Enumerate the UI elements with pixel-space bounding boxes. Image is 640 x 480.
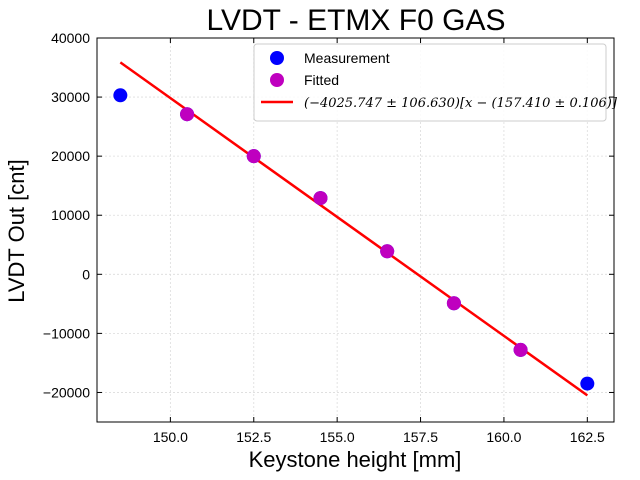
axis-ticks: 150.0 152.5 155.0 157.5 160.0 162.5 −20000 −100… [43, 30, 614, 445]
y-tick-label: −10000 [43, 325, 90, 341]
legend-label-fitted: Fitted [304, 72, 339, 88]
legend-label-fit: (−4025.747 ± 106.630)[x − (157.410 ± 0.1… [304, 96, 618, 111]
legend: Measurement Fitted (−4025.747 ± 106.630)… [253, 43, 618, 122]
x-tick-label: 152.5 [236, 429, 271, 445]
y-tick-label: 30000 [51, 89, 90, 105]
legend-box [253, 43, 607, 122]
x-tick-label: 155.0 [320, 429, 355, 445]
x-tick-label: 160.0 [486, 429, 521, 445]
x-tick-label: 150.0 [153, 429, 188, 445]
legend-marker-measurement [270, 51, 284, 65]
measurement-point [580, 376, 595, 391]
x-tick-label: 157.5 [403, 429, 438, 445]
plot-frame [96, 37, 615, 423]
fitted-point [180, 107, 195, 122]
fitted-point [246, 149, 261, 164]
x-tick-label: 162.5 [570, 429, 605, 445]
x-axis-label: Keystone height [mm] [249, 447, 462, 472]
chart-title: LVDT - ETMX F0 GAS [207, 4, 506, 37]
y-tick-label: 0 [82, 266, 90, 282]
y-tick-label: 10000 [51, 207, 90, 223]
y-tick-label: −20000 [43, 384, 90, 400]
fitted-point [513, 342, 528, 357]
y-tick-label: 20000 [51, 148, 90, 164]
y-tick-label: 40000 [51, 30, 90, 46]
legend-label-measurement: Measurement [304, 50, 390, 66]
fitted-point [446, 296, 461, 311]
fit-line [119, 61, 589, 397]
measurement-point [113, 88, 128, 103]
legend-marker-fitted [270, 73, 284, 87]
fitted-point [380, 244, 395, 259]
y-axis-label: LVDT Out [cnt] [4, 159, 29, 302]
fitted-point [313, 191, 328, 206]
plot-series [113, 61, 595, 397]
